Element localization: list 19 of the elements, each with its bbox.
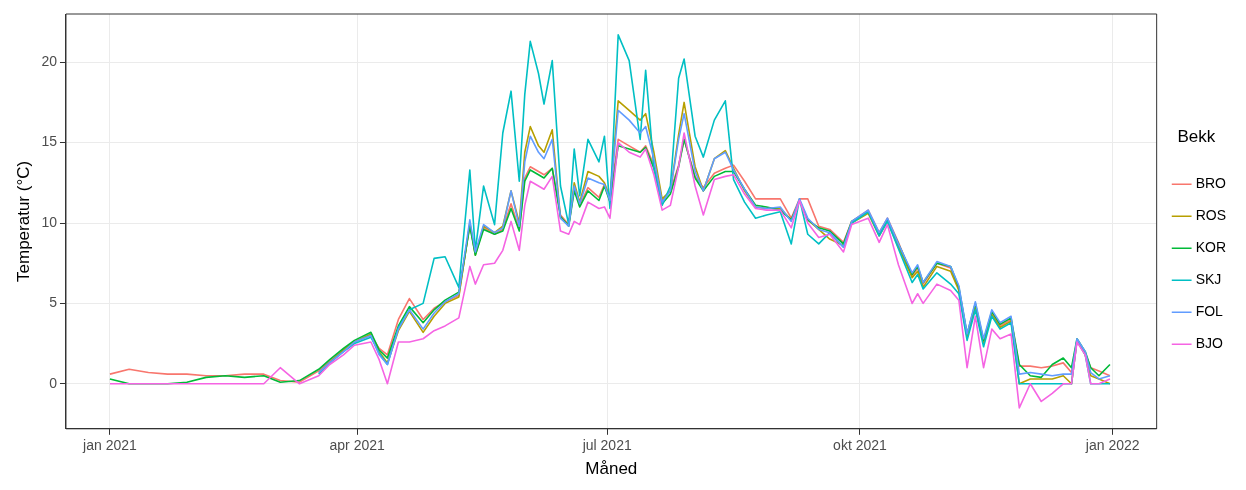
- y-tick-label: 0: [49, 374, 58, 391]
- y-tick-label: 10: [41, 213, 58, 230]
- y-tick-label: 5: [49, 294, 58, 311]
- legend-label: FOL: [1195, 303, 1224, 320]
- legend-label: BJO: [1195, 335, 1223, 352]
- legend-label: SKJ: [1195, 271, 1222, 288]
- x-tick-label: jan 2022: [1084, 437, 1140, 454]
- y-tick-label: 20: [41, 53, 58, 70]
- x-axis-title: Måned: [585, 459, 638, 479]
- x-tick-label: jul 2021: [581, 437, 632, 454]
- y-axis-title: Temperatur (°C): [13, 160, 33, 282]
- legend-label: ROS: [1195, 207, 1227, 224]
- legend-title: Bekk: [1177, 126, 1216, 146]
- legend-label: KOR: [1195, 239, 1227, 256]
- x-tick-label: okt 2021: [833, 437, 888, 454]
- x-tick-label: apr 2021: [329, 437, 386, 454]
- legend-label: BRO: [1195, 175, 1227, 192]
- y-tick-label: 15: [41, 133, 58, 150]
- x-tick-label: jan 2021: [82, 437, 137, 454]
